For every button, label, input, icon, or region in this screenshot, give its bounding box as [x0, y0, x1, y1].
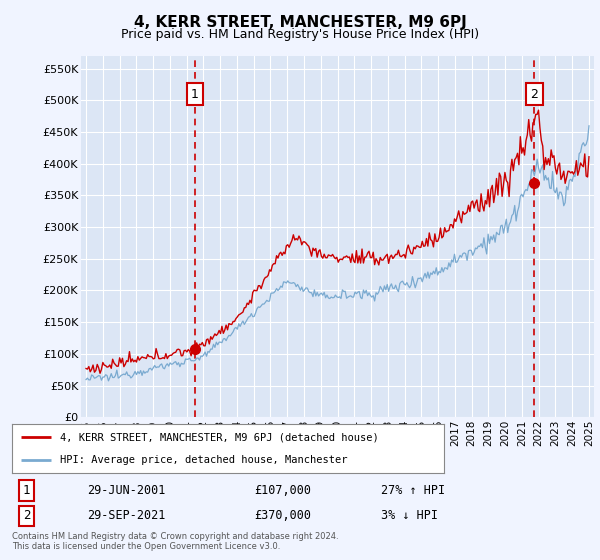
- Text: Price paid vs. HM Land Registry's House Price Index (HPI): Price paid vs. HM Land Registry's House …: [121, 28, 479, 41]
- Text: £370,000: £370,000: [254, 509, 311, 522]
- Text: 29-JUN-2001: 29-JUN-2001: [87, 484, 165, 497]
- Text: £107,000: £107,000: [254, 484, 311, 497]
- Text: 2: 2: [23, 509, 30, 522]
- Text: 2: 2: [530, 87, 538, 101]
- Text: 1: 1: [191, 87, 199, 101]
- Text: 4, KERR STREET, MANCHESTER, M9 6PJ: 4, KERR STREET, MANCHESTER, M9 6PJ: [134, 15, 466, 30]
- Text: 3% ↓ HPI: 3% ↓ HPI: [380, 509, 437, 522]
- Text: Contains HM Land Registry data © Crown copyright and database right 2024.
This d: Contains HM Land Registry data © Crown c…: [12, 532, 338, 552]
- Text: HPI: Average price, detached house, Manchester: HPI: Average price, detached house, Manc…: [59, 455, 347, 465]
- Text: 4, KERR STREET, MANCHESTER, M9 6PJ (detached house): 4, KERR STREET, MANCHESTER, M9 6PJ (deta…: [59, 432, 378, 442]
- Text: 29-SEP-2021: 29-SEP-2021: [87, 509, 165, 522]
- Text: 27% ↑ HPI: 27% ↑ HPI: [380, 484, 445, 497]
- Text: 1: 1: [23, 484, 30, 497]
